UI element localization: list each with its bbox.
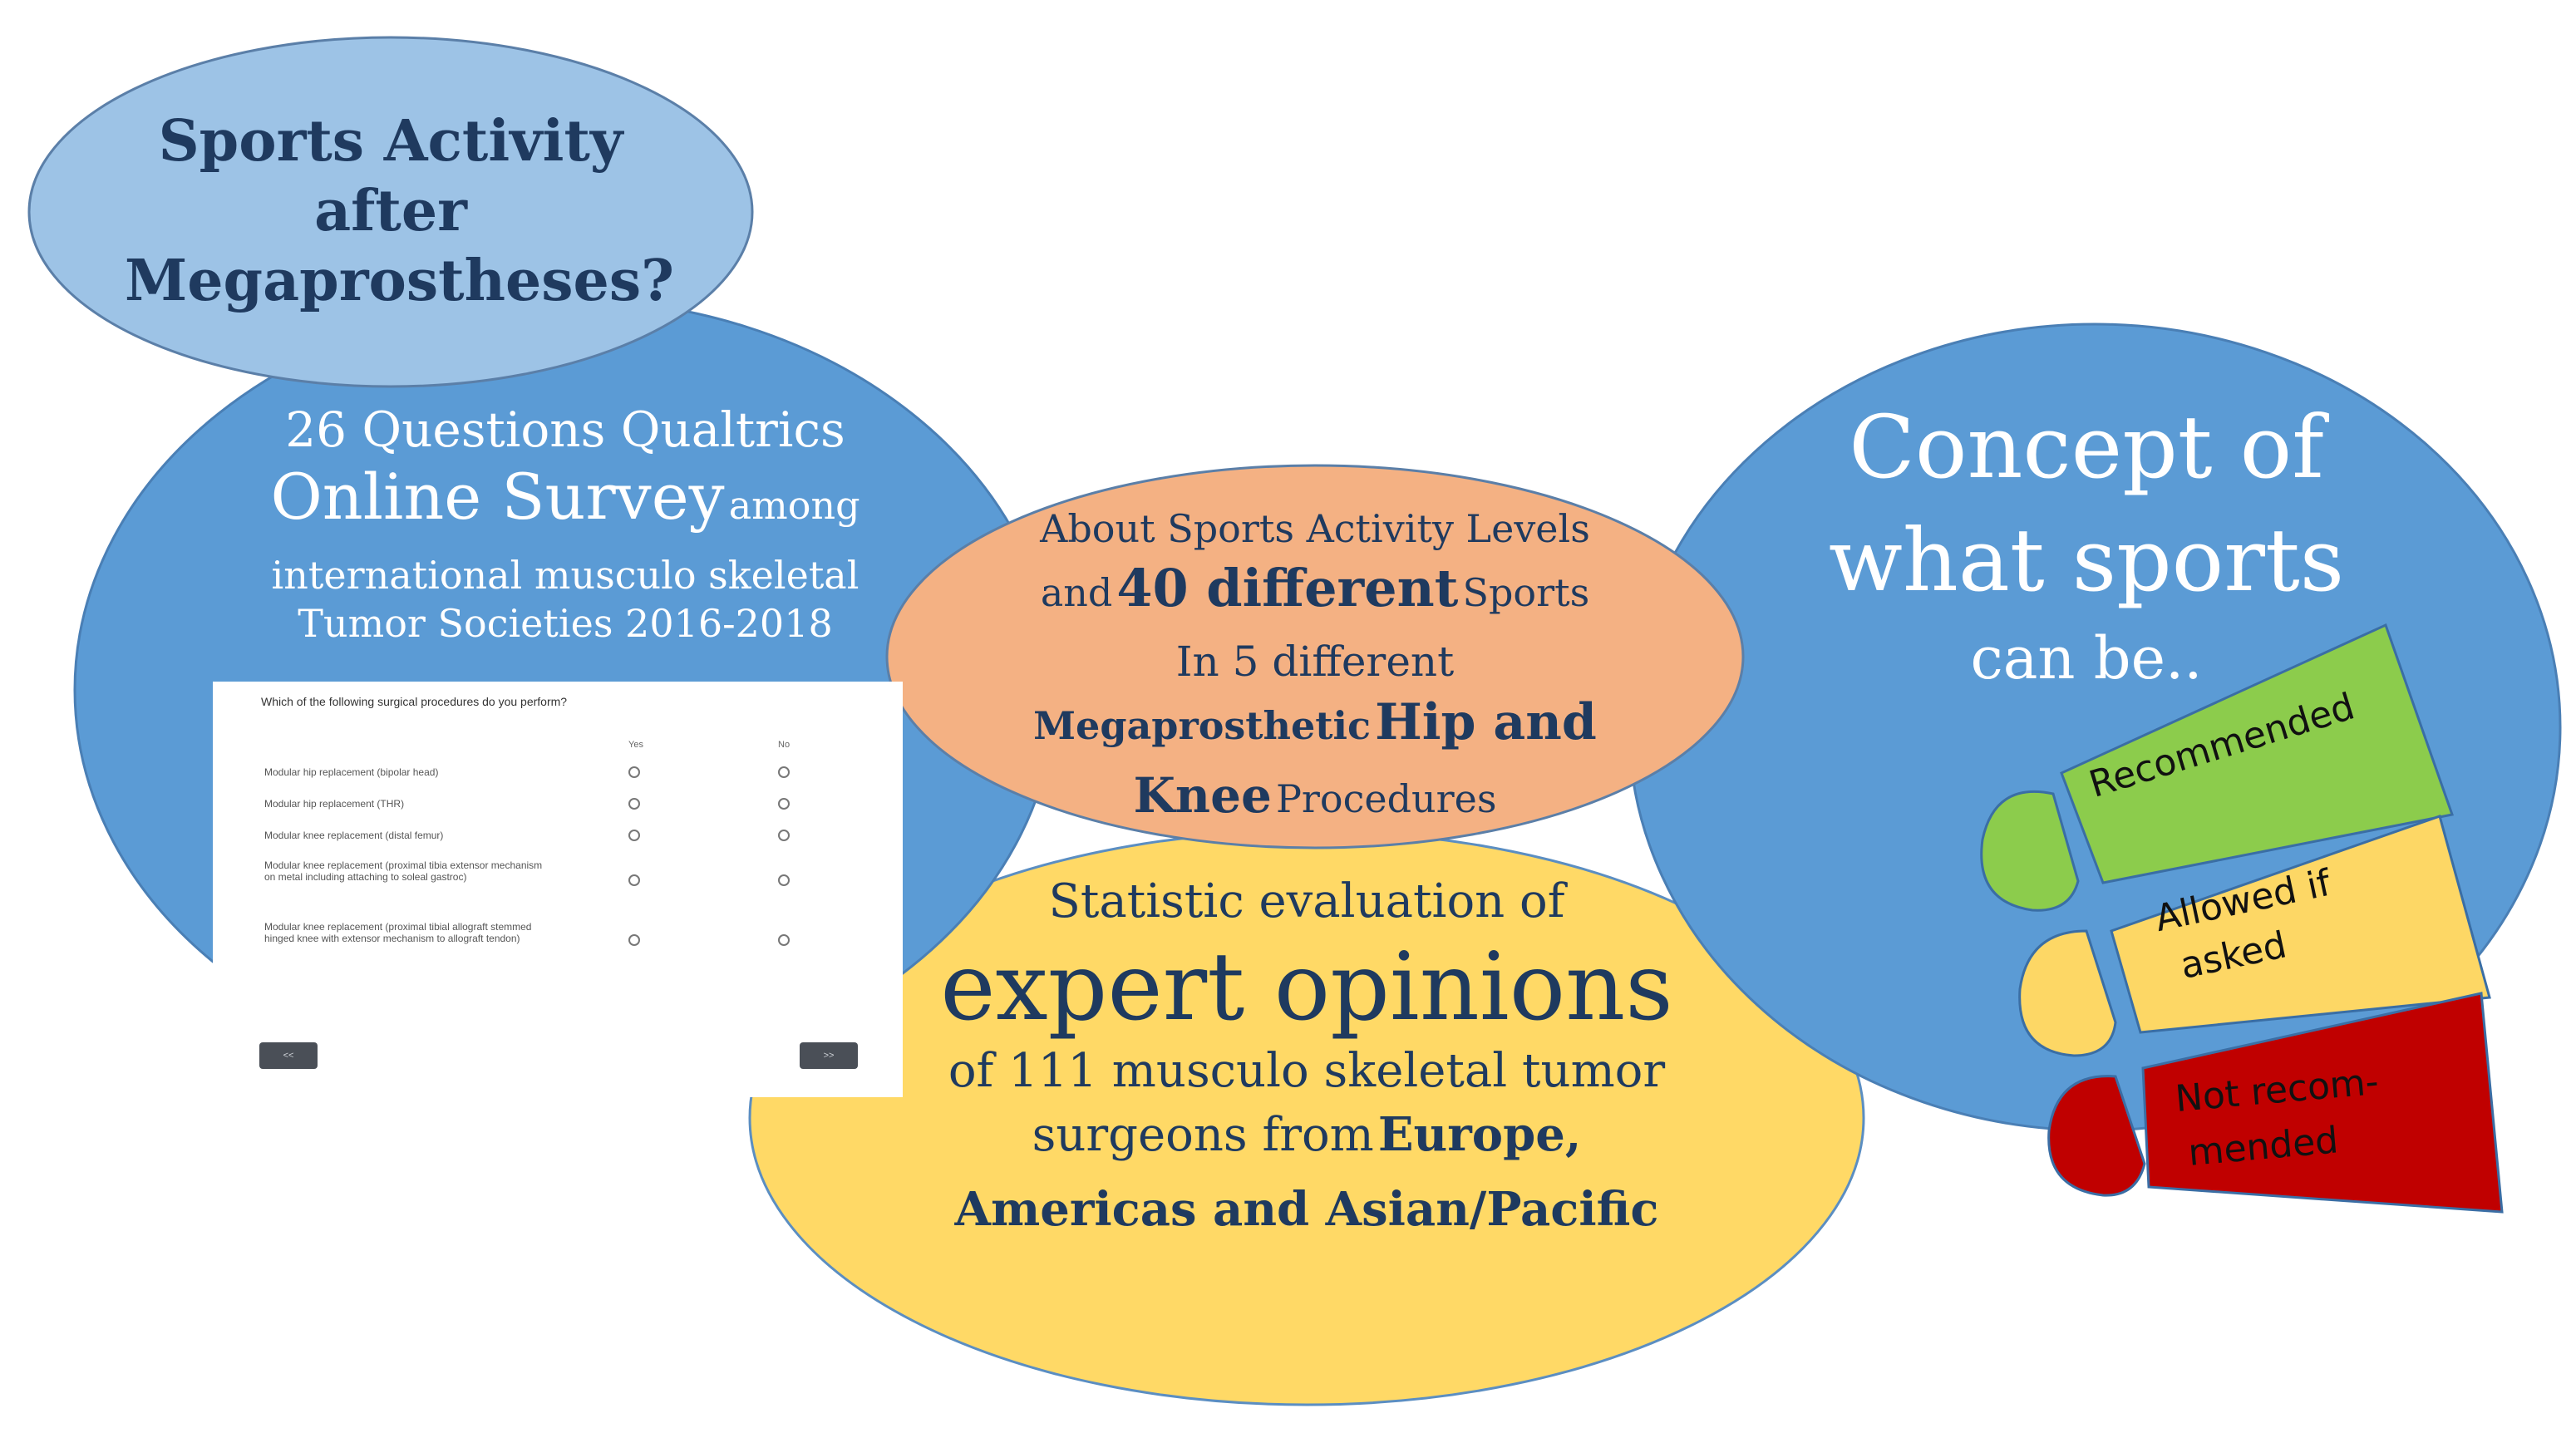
survey-row: Modular knee replacement (distal femur)	[264, 830, 444, 841]
expert-europe: Europe,	[1377, 1107, 1582, 1162]
concept-line-1: Concept of	[1849, 396, 2324, 498]
col-yes: Yes	[628, 740, 643, 750]
radio-yes-3[interactable]	[628, 830, 640, 841]
footprint-allowed	[2018, 815, 2491, 1057]
survey-line-1: 26 Questions Qualtrics	[285, 401, 845, 458]
expert-surgeons-from: surgeons from	[1032, 1108, 1374, 1162]
about-oval-text: About Sports Activity Levels and 40 diff…	[956, 499, 1674, 838]
about-knee: Knee	[1133, 767, 1272, 824]
survey-screenshot: Which of the following surgical procedur…	[213, 682, 903, 1097]
about-40-different: 40 different	[1116, 558, 1459, 618]
survey-circle-text: 26 Questions Qualtrics Online Survey amo…	[233, 399, 898, 648]
back-button[interactable]: <<	[259, 1042, 318, 1069]
title-line-2: after	[314, 178, 467, 244]
survey-line-4: Tumor Societies 2016-2018	[298, 601, 833, 646]
expert-line-5: Americas and Asian/Pacific	[954, 1182, 1659, 1237]
footprint-not-recommended	[2047, 992, 2504, 1214]
survey-question: Which of the following surgical procedur…	[261, 695, 568, 708]
radio-no-1[interactable]	[778, 766, 790, 778]
about-procedures: Procedures	[1275, 776, 1497, 821]
survey-row: Modular knee replacement (proximal tibia…	[264, 921, 532, 944]
survey-small: among	[728, 483, 860, 528]
label-not-recommended: Not recom- mended	[2173, 1055, 2386, 1182]
about-megaprosthetic: Megaprosthetic	[1033, 703, 1371, 748]
radio-no-2[interactable]	[778, 798, 790, 810]
radio-no-4[interactable]	[778, 874, 790, 886]
footprint-recommended	[1980, 623, 2454, 912]
survey-line-2: Online Survey among	[233, 460, 898, 551]
radio-yes-4[interactable]	[628, 874, 640, 886]
concept-line-2: what sports	[1828, 510, 2345, 611]
survey-line-3: international musculo skeletal	[271, 553, 859, 598]
survey-big: Online Survey	[270, 460, 725, 534]
col-no: No	[778, 740, 791, 750]
expert-line-1: Statistic evaluation of	[1048, 874, 1565, 928]
title-line-1: Sports Activity	[158, 108, 623, 175]
survey-row: Modular knee replacement (proximal tibia…	[264, 859, 543, 883]
about-sports: Sports	[1462, 570, 1590, 615]
radio-yes-2[interactable]	[628, 798, 640, 810]
about-line-2: and 40 different Sports	[956, 559, 1674, 632]
concept-circle-text: Concept of what sports can be..	[1754, 391, 2419, 700]
title-bubble-shape	[27, 36, 754, 388]
about-hip-and: Hip and	[1375, 693, 1597, 751]
about-line-3: In 5 different	[1175, 638, 1455, 686]
expert-line-3: of 111 musculo skeletal tumor	[948, 1044, 1666, 1098]
survey-row: Modular hip replacement (THR)	[264, 798, 405, 810]
about-oval-shape	[885, 464, 1745, 849]
expert-circle-text: Statistic evaluation of expert opinions …	[883, 869, 1731, 1241]
radio-no-3[interactable]	[778, 830, 790, 841]
radio-no-5[interactable]	[778, 934, 790, 946]
about-line-1: About Sports Activity Levels	[1040, 506, 1590, 551]
radio-yes-5[interactable]	[628, 934, 640, 946]
survey-row: Modular hip replacement (bipolar head)	[264, 766, 439, 778]
about-line-4: Megaprosthetic Hip and	[956, 692, 1674, 766]
radio-yes-1[interactable]	[628, 766, 640, 778]
expert-big: expert opinions	[940, 933, 1673, 1042]
title-line-3: Megaprostheses?	[125, 248, 674, 314]
next-button[interactable]: >>	[800, 1042, 858, 1069]
concept-line-3: can be..	[1970, 624, 2203, 692]
title-bubble: Sports Activity after Megaprostheses?	[125, 106, 674, 316]
expert-line-4: surgeons from Europe,	[883, 1103, 1731, 1178]
about-line-5: Knee Procedures	[956, 766, 1674, 838]
about-and: and	[1040, 570, 1113, 615]
